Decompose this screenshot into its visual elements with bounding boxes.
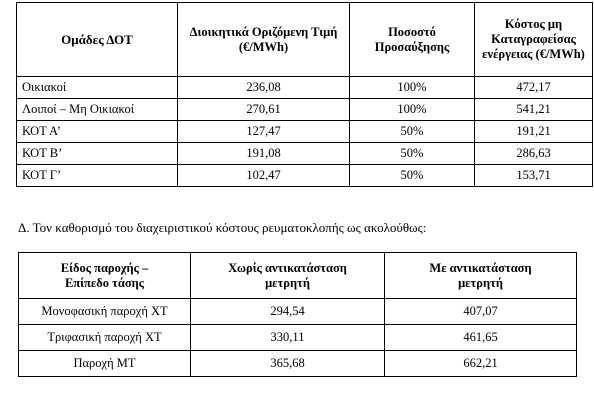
surcharge-percent: 50% — [349, 164, 475, 187]
table-row: ΚΟΤ Β’ 191,08 50% 286,63 — [16, 142, 593, 165]
surcharge-percent: 50% — [349, 142, 475, 165]
surcharge-percent: 100% — [349, 98, 475, 121]
table-header-row: Ομάδες ΔΟΤ Διοικητικά Οριζόμενη Τιμή (€/… — [16, 2, 593, 77]
cost-with-replacement: 662,21 — [384, 350, 577, 377]
administrative-price: 236,08 — [177, 76, 350, 99]
supply-type: Παροχή ΜΤ — [18, 350, 191, 377]
surcharge-percent: 50% — [349, 120, 475, 143]
unrecorded-energy-cost: 191,21 — [474, 120, 593, 143]
cost-without-replacement: 365,68 — [190, 350, 385, 377]
cost-table-dot-groups: Ομάδες ΔΟΤ Διοικητικά Οριζόμενη Τιμή (€/… — [16, 2, 593, 187]
section-d-intro-text: Δ. Τον καθορισμό του διαχειριστικού κόστ… — [18, 220, 427, 235]
header-unrecorded-energy-cost: Κόστος μη Καταγραφείσας ενέργειας (€/MWh… — [474, 2, 593, 77]
cost-with-replacement: 407,07 — [384, 298, 577, 325]
header-without-meter-replacement: Χωρίς αντικατάσταση μετρητή — [190, 252, 385, 299]
table-row: Παροχή ΜΤ 365,68 662,21 — [18, 350, 577, 377]
unrecorded-energy-cost: 153,71 — [474, 164, 593, 187]
group-name: Οικιακοί — [16, 76, 178, 99]
unrecorded-energy-cost: 472,17 — [474, 76, 593, 99]
header-supply-type: Είδος παροχής – Επίπεδο τάσης — [18, 252, 191, 299]
administrative-price: 191,08 — [177, 142, 350, 165]
header-surcharge-percent: Ποσοστό Προσαύξησης — [349, 2, 475, 77]
unrecorded-energy-cost: 541,21 — [474, 98, 593, 121]
supply-type: Τριφασική παροχή ΧΤ — [18, 324, 191, 351]
administrative-price: 102,47 — [177, 164, 350, 187]
header-with-meter-replacement: Με αντικατάσταση μετρητή — [384, 252, 577, 299]
cost-with-replacement: 461,65 — [384, 324, 577, 351]
table-header-row: Είδος παροχής – Επίπεδο τάσης Χωρίς αντι… — [18, 252, 577, 299]
table-row: Λοιποί – Μη Οικιακοί 270,61 100% 541,21 — [16, 98, 593, 121]
supply-type: Μονοφασική παροχή ΧΤ — [18, 298, 191, 325]
administrative-price: 127,47 — [177, 120, 350, 143]
group-name: ΚΟΤ Α’ — [16, 120, 178, 143]
table-row: Οικιακοί 236,08 100% 472,17 — [16, 76, 593, 99]
unrecorded-energy-cost: 286,63 — [474, 142, 593, 165]
surcharge-percent: 100% — [349, 76, 475, 99]
table-row: Τριφασική παροχή ΧΤ 330,11 461,65 — [18, 324, 577, 351]
group-name: ΚΟΤ Β’ — [16, 142, 178, 165]
header-administrative-price: Διοικητικά Οριζόμενη Τιμή (€/MWh) — [177, 2, 350, 77]
table-row: ΚΟΤ Γ’ 102,47 50% 153,71 — [16, 164, 593, 187]
theft-management-cost-table: Είδος παροχής – Επίπεδο τάσης Χωρίς αντι… — [18, 252, 577, 377]
group-name: ΚΟΤ Γ’ — [16, 164, 178, 187]
header-dot-groups: Ομάδες ΔΟΤ — [16, 2, 178, 77]
group-name: Λοιποί – Μη Οικιακοί — [16, 98, 178, 121]
cost-without-replacement: 294,54 — [190, 298, 385, 325]
administrative-price: 270,61 — [177, 98, 350, 121]
table-row: ΚΟΤ Α’ 127,47 50% 191,21 — [16, 120, 593, 143]
table-row: Μονοφασική παροχή ΧΤ 294,54 407,07 — [18, 298, 577, 325]
cost-without-replacement: 330,11 — [190, 324, 385, 351]
